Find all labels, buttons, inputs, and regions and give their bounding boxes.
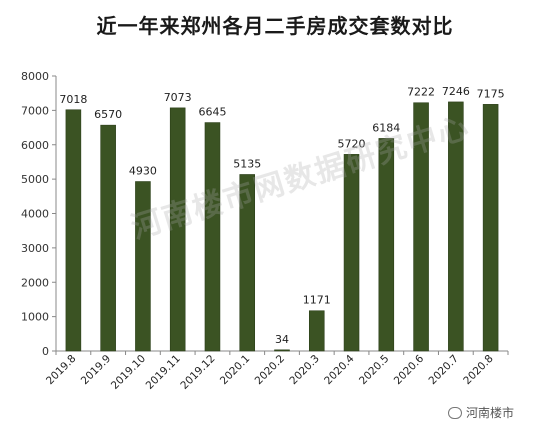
y-tick-label: 1000 bbox=[21, 311, 49, 324]
bar bbox=[413, 102, 429, 352]
bar bbox=[65, 109, 82, 352]
x-tick-label: 2019.10 bbox=[109, 353, 148, 392]
bar bbox=[448, 101, 464, 352]
data-label: 7018 bbox=[59, 93, 87, 106]
bar bbox=[169, 107, 186, 352]
x-tick-label: 2020.4 bbox=[322, 352, 357, 387]
y-tick-label: 6000 bbox=[21, 139, 49, 152]
bar bbox=[308, 310, 325, 352]
y-tick-label: 7000 bbox=[21, 104, 49, 117]
y-tick-label: 8000 bbox=[21, 70, 49, 83]
bar bbox=[204, 122, 221, 352]
bar bbox=[378, 138, 395, 352]
bar bbox=[482, 104, 499, 352]
corner-logo-text: 河南楼市 bbox=[466, 406, 515, 420]
x-tick-label: 2019.8 bbox=[44, 353, 78, 387]
bar bbox=[343, 154, 360, 352]
bar bbox=[239, 174, 256, 352]
data-label: 7073 bbox=[164, 91, 192, 104]
x-tick-label: 2020.3 bbox=[287, 353, 321, 387]
data-label: 5720 bbox=[338, 137, 366, 150]
x-tick-label: 2020.2 bbox=[253, 353, 287, 387]
y-tick-label: 4000 bbox=[21, 208, 49, 221]
x-tick-label: 2020.6 bbox=[392, 352, 427, 387]
bar bbox=[100, 124, 116, 352]
bar bbox=[274, 349, 290, 352]
x-tick-label: 2019.9 bbox=[79, 353, 113, 387]
data-label: 5135 bbox=[233, 157, 261, 170]
chat-bubble-icon bbox=[448, 407, 462, 419]
bar bbox=[135, 181, 151, 352]
data-label: 4930 bbox=[129, 165, 157, 178]
chart-title: 近一年来郑州各月二手房成交套数对比 bbox=[96, 14, 454, 38]
data-label: 7222 bbox=[407, 86, 435, 99]
corner-logo: 河南楼市 bbox=[448, 404, 514, 421]
data-label: 7246 bbox=[442, 85, 470, 98]
data-label: 34 bbox=[275, 333, 289, 346]
data-label: 7175 bbox=[477, 87, 505, 100]
x-tick-label: 2020.7 bbox=[426, 353, 460, 387]
data-label: 6645 bbox=[198, 106, 226, 119]
y-tick-label: 0 bbox=[42, 345, 49, 358]
x-tick-label: 2020.5 bbox=[357, 353, 391, 387]
x-tick-label: 2019.12 bbox=[178, 353, 217, 392]
data-label: 1171 bbox=[303, 294, 331, 307]
y-tick-label: 5000 bbox=[21, 173, 49, 186]
x-tick-label: 2020.1 bbox=[218, 353, 252, 387]
data-label: 6570 bbox=[94, 108, 122, 121]
y-tick-label: 2000 bbox=[21, 276, 49, 289]
data-label: 6184 bbox=[372, 121, 400, 134]
x-tick-label: 2020.8 bbox=[461, 353, 495, 387]
x-tick-label: 2019.11 bbox=[144, 353, 183, 392]
y-tick-label: 3000 bbox=[21, 242, 49, 255]
